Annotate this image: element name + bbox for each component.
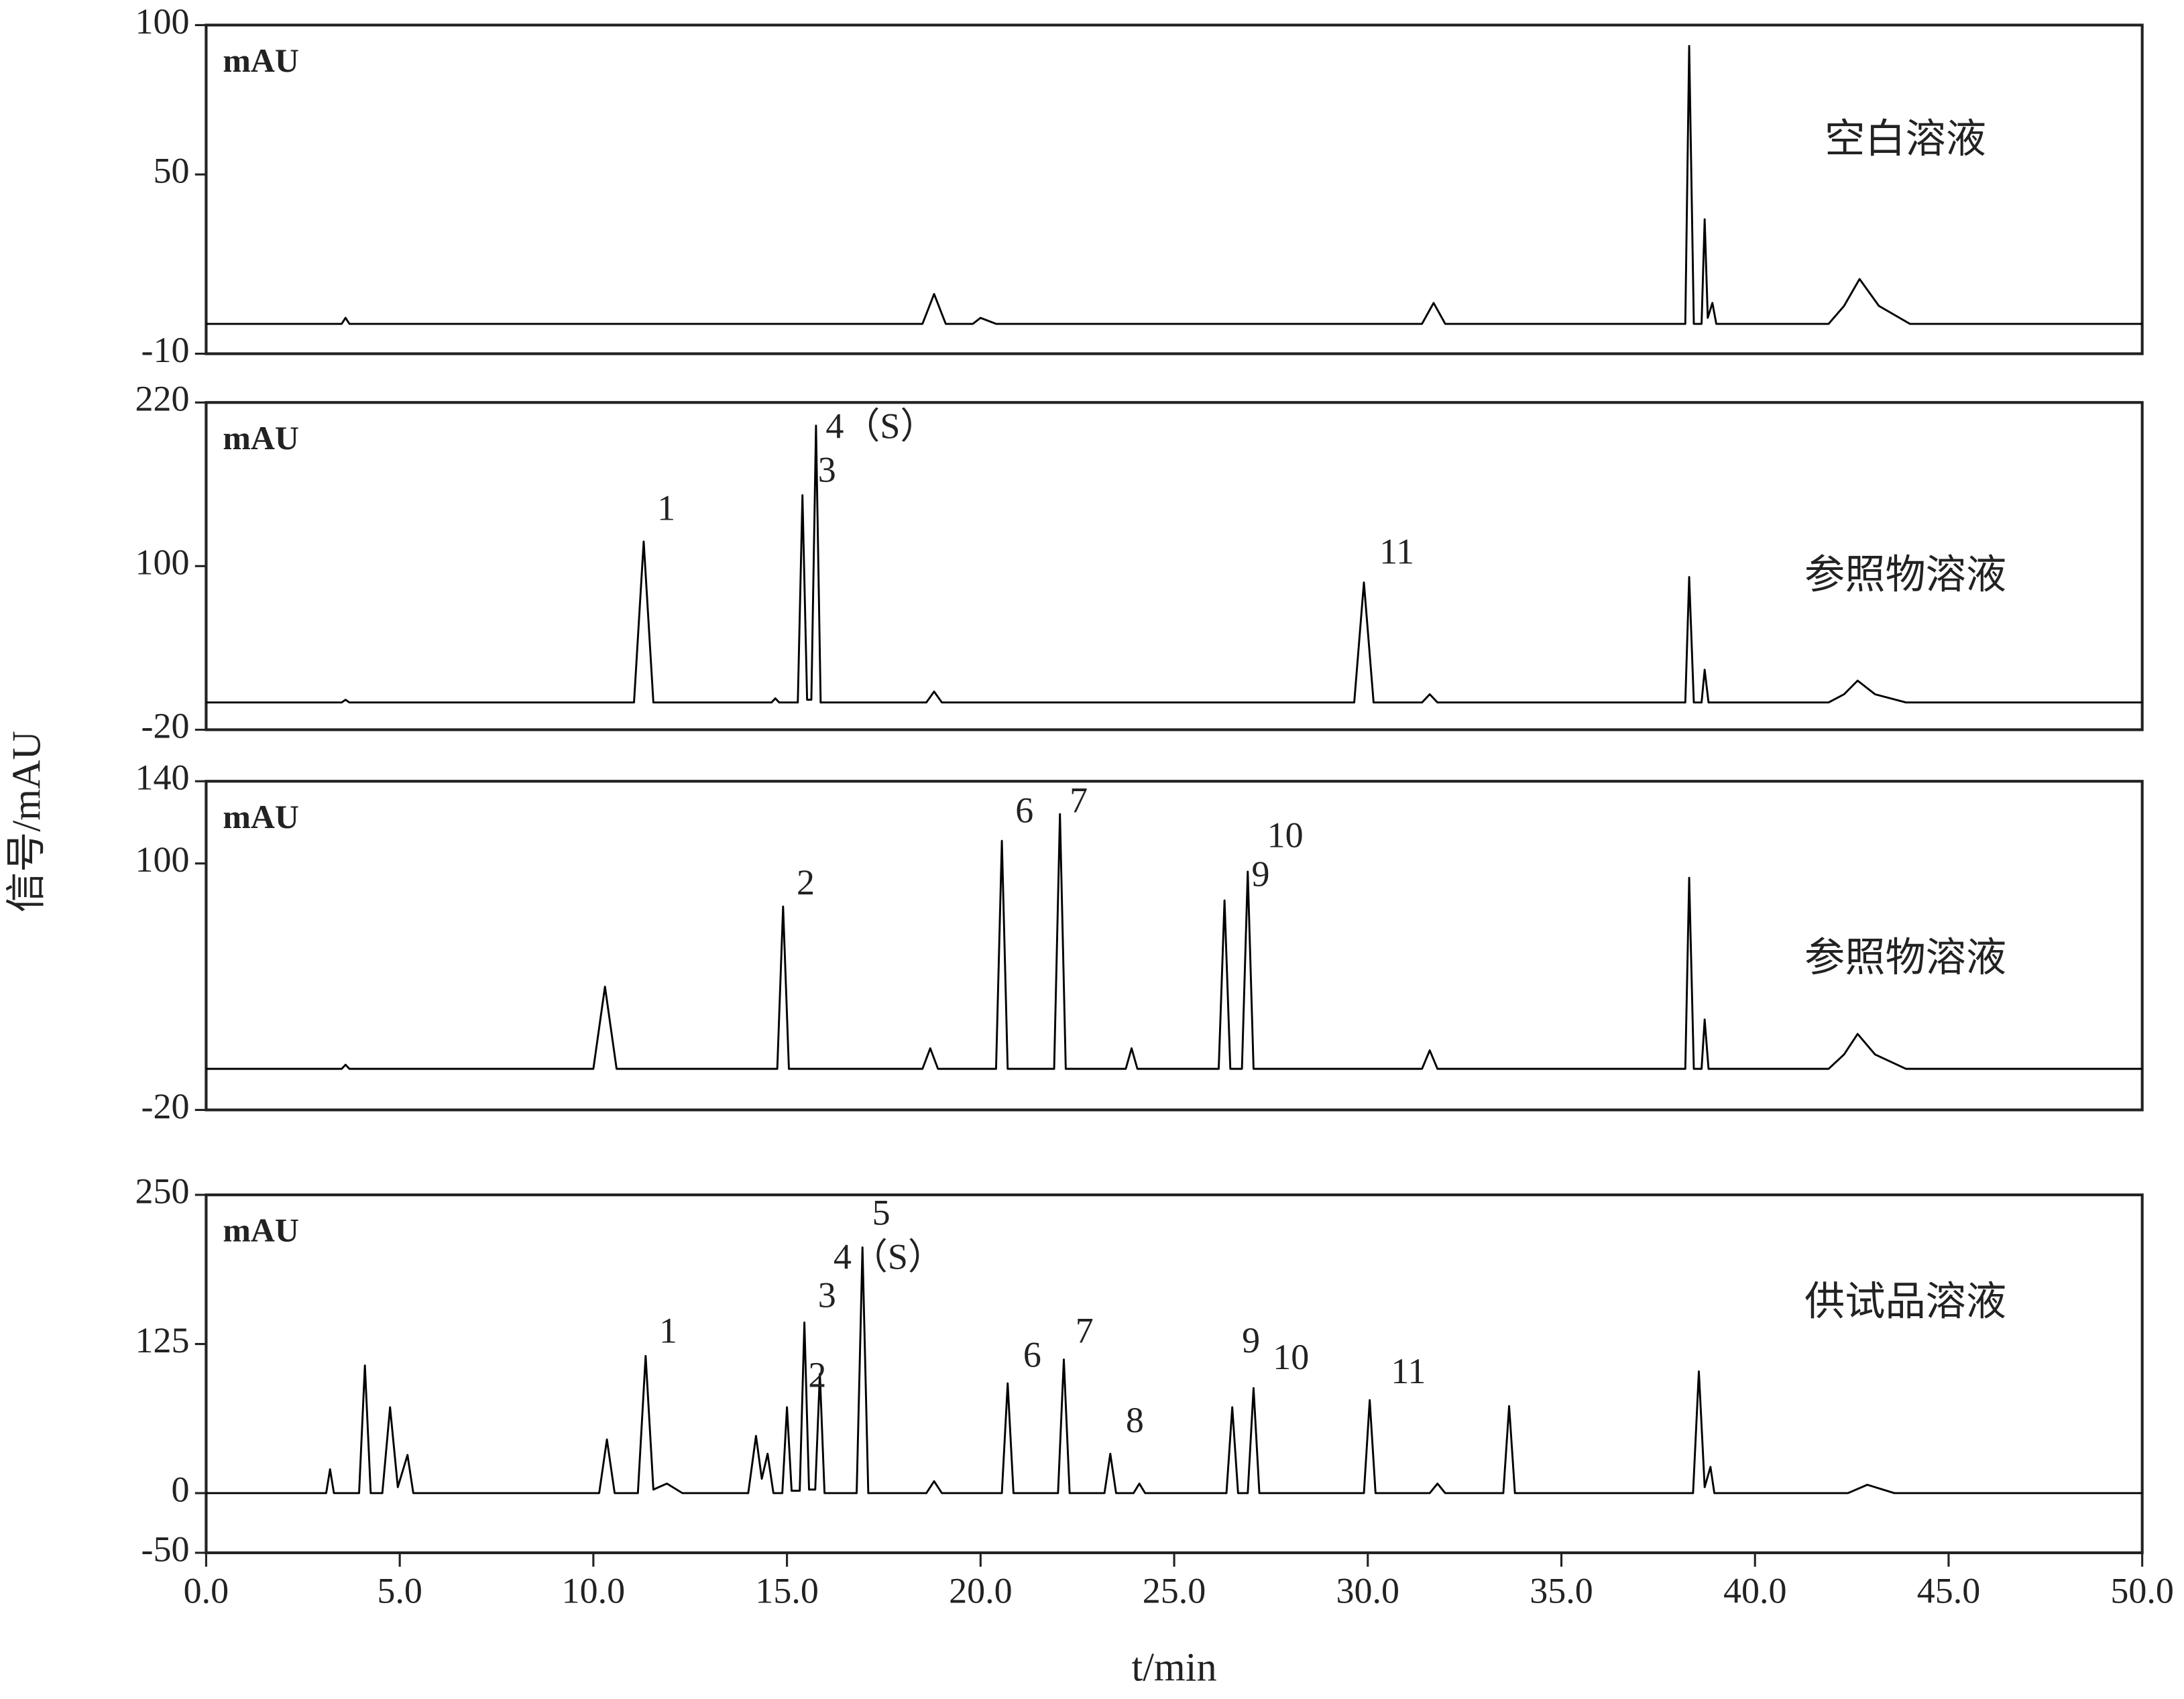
peak-label: 4（S） (825, 406, 936, 446)
sample-label: 空白溶液 (1825, 117, 1986, 162)
sample-label: 参照物溶液 (1804, 553, 2006, 598)
y-tick-label: 140 (135, 758, 189, 798)
peak-label: 3 (818, 449, 836, 489)
peak-label: 4（S） (834, 1236, 944, 1277)
peak-label: 1 (657, 487, 675, 528)
peak-label: 10 (1267, 815, 1304, 855)
y-tick-label: -20 (141, 706, 190, 746)
chromatogram-trace (206, 813, 2142, 1070)
plot-frame (205, 23, 2144, 355)
peak-label: 2 (808, 1355, 826, 1395)
peak-label: 6 (1023, 1334, 1041, 1374)
peak-label: 1 (659, 1311, 677, 1351)
y-tick-label: -10 (141, 330, 190, 370)
y-axis-label: 信号/mAU (5, 731, 50, 913)
peak-label: 5 (872, 1193, 890, 1233)
sample-label: 参照物溶液 (1804, 936, 2006, 981)
plot-frame (205, 780, 2144, 1112)
x-tick-label: 25.0 (1143, 1571, 1206, 1611)
x-tick-label: 50.0 (2110, 1571, 2174, 1611)
x-tick-label: 30.0 (1336, 1571, 1400, 1611)
peak-label: 9 (1252, 854, 1270, 894)
plot-frame (205, 1193, 2144, 1554)
y-tick-label: 50 (153, 151, 189, 191)
panel-unit: mAU (223, 1212, 299, 1249)
y-tick-label: -20 (141, 1086, 190, 1126)
panel-unit: mAU (223, 420, 299, 457)
y-tick-label: 100 (135, 1, 189, 42)
y-tick-label: 250 (135, 1171, 189, 1211)
chromatogram-trace (206, 1246, 2142, 1495)
x-axis-label: t/min (1131, 1645, 1216, 1690)
y-tick-label: 100 (135, 839, 189, 880)
peak-label: 7 (1070, 780, 1088, 820)
peak-label: 9 (1242, 1320, 1260, 1360)
peak-label: 10 (1273, 1337, 1309, 1377)
y-tick-label: 0 (171, 1469, 189, 1509)
peak-label: 11 (1379, 531, 1414, 571)
peak-label: 6 (1015, 790, 1033, 831)
peak-label: 11 (1391, 1351, 1426, 1391)
x-tick-label: 20.0 (949, 1571, 1013, 1611)
x-tick-label: 5.0 (377, 1571, 422, 1611)
x-tick-label: 40.0 (1723, 1571, 1787, 1611)
x-tick-label: 35.0 (1530, 1571, 1593, 1611)
peak-label: 8 (1126, 1400, 1144, 1440)
peak-label: 7 (1076, 1311, 1094, 1351)
x-tick-label: 15.0 (755, 1571, 819, 1611)
chromatogram-trace (206, 424, 2142, 704)
peak-label: 3 (818, 1275, 836, 1315)
panel-unit: mAU (223, 799, 299, 835)
y-tick-label: 100 (135, 542, 189, 583)
y-tick-label: -50 (141, 1529, 190, 1569)
y-tick-label: 125 (135, 1320, 189, 1360)
peak-label: 2 (797, 862, 815, 902)
x-tick-label: 10.0 (562, 1571, 626, 1611)
x-tick-label: 0.0 (184, 1571, 229, 1611)
chromatogram-trace (206, 45, 2142, 325)
x-tick-label: 45.0 (1917, 1571, 1981, 1611)
sample-label: 供试品溶液 (1804, 1279, 2006, 1324)
y-tick-label: 220 (135, 379, 189, 419)
panel-unit: mAU (223, 42, 299, 79)
